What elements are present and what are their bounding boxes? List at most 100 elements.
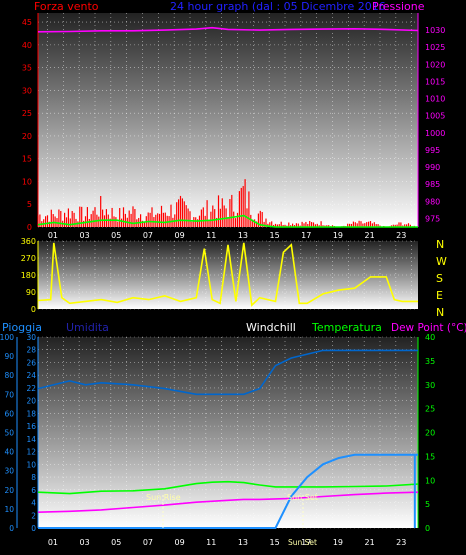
windchill-legend: Windchill	[246, 321, 296, 334]
rain-y-tick-label: 28	[26, 346, 36, 355]
x-tick-label-bottom: 09	[175, 538, 185, 547]
humidity-y-tick-label: 90	[4, 352, 14, 361]
wind-y-tick-label: 45	[22, 18, 32, 27]
rain-axis-title: Pioggia	[2, 321, 42, 334]
humidity-y-tick-label: 100	[0, 333, 14, 342]
pressure-y-tick-label: 1005	[425, 112, 445, 121]
temperature-y-tick-label: 25	[425, 405, 435, 414]
x-tick-label-top: 07	[143, 231, 153, 240]
pressure-line	[37, 26, 419, 33]
wind-y-tick-label: 35	[22, 64, 32, 73]
x-tick-label-top: 03	[80, 231, 90, 240]
compass-label: E	[436, 289, 443, 302]
temperature-y-tick-label: 20	[425, 429, 435, 438]
humidity-y-tick-label: 50	[4, 429, 14, 438]
x-tick-label-top: 01	[48, 231, 58, 240]
temperature-y-tick-label: 30	[425, 381, 435, 390]
graph-title: 24 hour graph (dal : 05 Dicembre 2016	[170, 0, 386, 13]
rain-y-tick-label: 16	[26, 422, 36, 431]
direction-y-tick-label: 360	[21, 237, 36, 246]
humidity-y-tick-label: 20	[4, 486, 14, 495]
wind-y-tick-label: 5	[27, 200, 32, 209]
wind-y-tick-label: 10	[22, 177, 32, 186]
pressure-y-tick-label: 985	[425, 180, 440, 189]
x-tick-label-bottom: 13	[238, 538, 248, 547]
sunrise-label: Sun Rise	[146, 493, 181, 502]
x-tick-label-bottom: 01	[48, 538, 58, 547]
x-tick-label-bottom: 19	[333, 538, 343, 547]
humidity-y-tick-label: 60	[4, 409, 14, 418]
rain-y-tick-label: 0	[31, 524, 36, 533]
temperature-y-tick-label: 0	[425, 524, 430, 533]
x-tick-label-bottom: 17	[301, 538, 311, 547]
temperature-y-tick-label: 40	[425, 333, 435, 342]
wind-y-tick-label: 20	[22, 132, 32, 141]
compass-label: N	[436, 306, 444, 319]
compass-label: S	[436, 272, 443, 285]
temperature-y-tick-label: 15	[425, 452, 435, 461]
temperature-y-tick-label: 5	[425, 500, 430, 509]
x-tick-label-bottom: 23	[396, 538, 406, 547]
x-tick-label-top: 05	[111, 231, 121, 240]
rain-y-tick-label: 26	[26, 358, 36, 367]
rain-y-tick-label: 20	[26, 397, 36, 406]
wind-y-tick-label: 0	[27, 223, 32, 232]
pressure-y-tick-label: 1015	[425, 77, 445, 86]
humidity-y-tick-label: 0	[9, 524, 14, 533]
rain-y-tick-label: 8	[31, 473, 36, 482]
humidity-y-tick-label: 30	[4, 467, 14, 476]
x-tick-label-top: 17	[301, 231, 311, 240]
rain-y-tick-label: 4	[31, 499, 36, 508]
wind-gust-line	[37, 214, 418, 228]
rain-y-tick-label: 10	[26, 460, 36, 469]
pressure-y-tick-label: 980	[425, 197, 440, 206]
sunset-tick-label: Sun Set	[288, 538, 317, 547]
rain-y-tick-label: 22	[26, 384, 36, 393]
temperature-y-tick-label: 35	[425, 357, 435, 366]
rain-y-tick-label: 2	[31, 511, 36, 520]
x-tick-label-top: 13	[238, 231, 248, 240]
wind-y-tick-label: 15	[22, 155, 32, 164]
x-tick-label-bottom: 15	[270, 538, 280, 547]
pressure-y-tick-label: 995	[425, 146, 440, 155]
x-tick-label-top: 09	[175, 231, 185, 240]
pressure-y-tick-label: 990	[425, 163, 440, 172]
wind-axis-title: Forza vento	[34, 0, 99, 13]
rain-y-tick-label: 14	[26, 435, 36, 444]
pressure-axis-title: Pressione	[372, 0, 425, 13]
direction-y-tick-label: 180	[21, 271, 36, 280]
pressure-y-tick-label: 1020	[425, 60, 445, 69]
humidity-y-tick-label: 70	[4, 390, 14, 399]
humidity-y-tick-label: 80	[4, 371, 14, 380]
compass-label: N	[436, 238, 444, 251]
x-tick-label-bottom: 05	[111, 538, 121, 547]
pressure-y-tick-label: 1030	[425, 26, 445, 35]
x-tick-label-bottom: 21	[365, 538, 375, 547]
pressure-y-tick-label: 1010	[425, 95, 445, 104]
x-tick-label-top: 19	[333, 231, 343, 240]
rain-y-tick-label: 12	[26, 448, 36, 457]
pressure-y-tick-label: 975	[425, 214, 440, 223]
rain-y-tick-label: 6	[31, 486, 36, 495]
rain-y-tick-label: 30	[26, 333, 36, 342]
rain-y-tick-label: 24	[26, 371, 36, 380]
temperature-legend: Temperatura	[311, 321, 382, 334]
dewpoint-legend: Dew Point (°C)	[391, 322, 466, 334]
compass-label: W	[436, 255, 447, 268]
pressure-y-tick-label: 1025	[425, 43, 445, 52]
humidity-legend: Umidita	[66, 321, 109, 334]
x-tick-label-top: 11	[206, 231, 216, 240]
panel-wind-bg	[38, 13, 418, 227]
x-tick-label-top: 23	[396, 231, 406, 240]
humidity-y-tick-label: 10	[4, 505, 14, 514]
wind-direction-line	[37, 242, 418, 307]
wind-y-tick-label: 25	[22, 109, 32, 118]
humidity-y-tick-label: 40	[4, 448, 14, 457]
dewpoint-line	[37, 491, 419, 513]
pressure-y-tick-label: 1000	[425, 129, 445, 138]
x-tick-label-top: 21	[365, 231, 375, 240]
x-tick-label-top: 15	[270, 231, 280, 240]
humidity-line	[37, 349, 418, 396]
panel-temp-bg	[38, 337, 418, 528]
